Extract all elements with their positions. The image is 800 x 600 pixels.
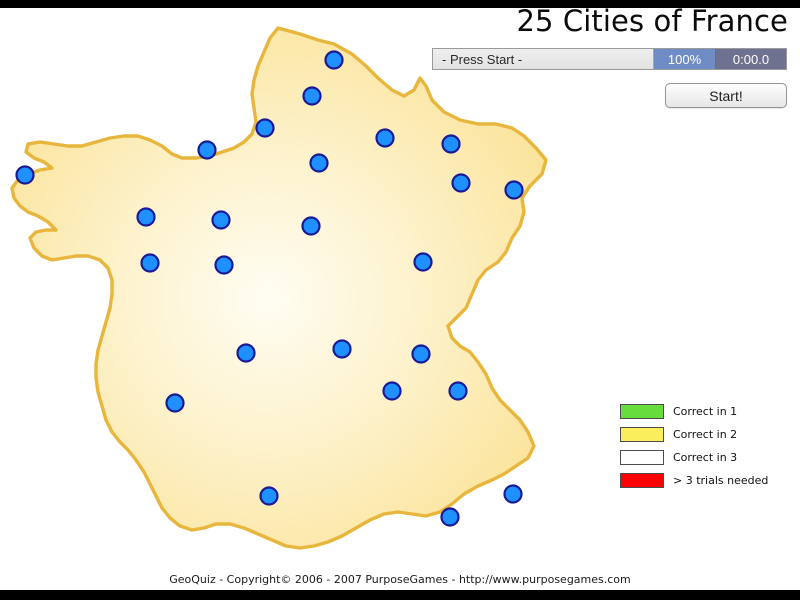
city-marker[interactable] — [15, 165, 35, 185]
bottom-letterbox-bar — [0, 590, 800, 600]
footer-credits: GeoQuiz - Copyright© 2006 - 2007 Purpose… — [169, 573, 631, 586]
city-marker[interactable] — [504, 180, 524, 200]
page-title: 25 Cities of France — [516, 4, 788, 38]
status-timer: 0:00.0 — [716, 49, 786, 69]
map-container[interactable] — [0, 8, 600, 580]
city-marker[interactable] — [301, 216, 321, 236]
city-marker[interactable] — [140, 253, 160, 273]
city-marker[interactable] — [236, 343, 256, 363]
city-marker[interactable] — [441, 134, 461, 154]
status-percent: 100% — [654, 49, 716, 69]
city-marker[interactable] — [214, 255, 234, 275]
legend-swatch-correct-2 — [620, 427, 664, 442]
legend-item: Correct in 1 — [620, 400, 795, 423]
city-marker[interactable] — [136, 207, 156, 227]
status-message: - Press Start - — [433, 49, 654, 69]
city-marker[interactable] — [309, 153, 329, 173]
legend-item: Correct in 3 — [620, 446, 795, 469]
city-marker[interactable] — [165, 393, 185, 413]
legend-label-correct-1: Correct in 1 — [673, 405, 738, 418]
france-landmass — [10, 26, 548, 550]
legend-swatch-correct-1 — [620, 404, 664, 419]
legend-item: Correct in 2 — [620, 423, 795, 446]
france-map[interactable] — [0, 8, 600, 580]
city-marker[interactable] — [302, 86, 322, 106]
city-marker[interactable] — [259, 486, 279, 506]
city-marker[interactable] — [211, 210, 231, 230]
city-marker[interactable] — [440, 507, 460, 527]
city-marker[interactable] — [451, 173, 471, 193]
legend-swatch-correct-3 — [620, 450, 664, 465]
city-marker[interactable] — [197, 140, 217, 160]
city-marker[interactable] — [411, 344, 431, 364]
city-marker[interactable] — [448, 381, 468, 401]
city-marker[interactable] — [382, 381, 402, 401]
legend: Correct in 1 Correct in 2 Correct in 3 >… — [620, 400, 795, 492]
legend-label-more-than-3: > 3 trials needed — [673, 474, 769, 487]
legend-swatch-more-than-3 — [620, 473, 664, 488]
start-button[interactable]: Start! — [665, 83, 787, 108]
status-bar: - Press Start - 100% 0:00.0 — [432, 48, 787, 70]
legend-label-correct-3: Correct in 3 — [673, 451, 738, 464]
city-marker[interactable] — [255, 118, 275, 138]
legend-label-correct-2: Correct in 2 — [673, 428, 738, 441]
top-letterbox-bar — [0, 0, 800, 8]
city-marker[interactable] — [413, 252, 433, 272]
city-marker[interactable] — [332, 339, 352, 359]
city-marker[interactable] — [324, 50, 344, 70]
legend-item: > 3 trials needed — [620, 469, 795, 492]
city-marker[interactable] — [375, 128, 395, 148]
city-marker[interactable] — [503, 484, 523, 504]
